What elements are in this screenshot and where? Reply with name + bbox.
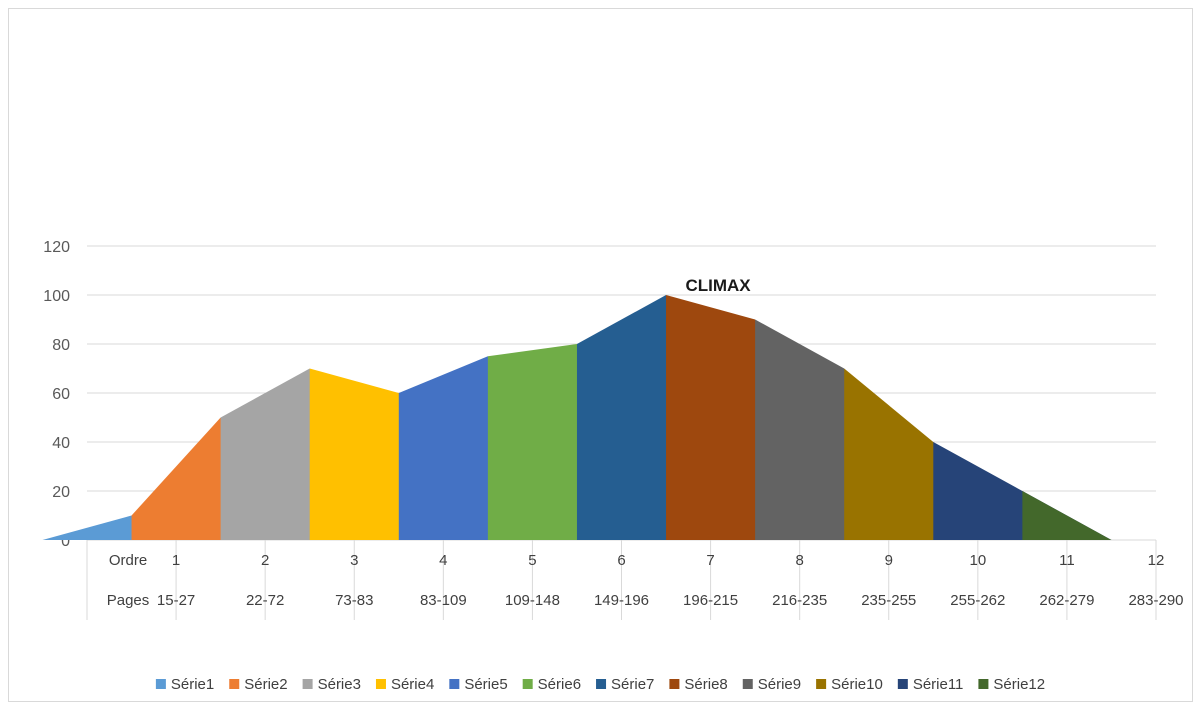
table-cell: 6 <box>617 552 625 569</box>
table-cell: 283-290 <box>1128 592 1183 609</box>
legend-swatch <box>669 679 680 689</box>
table-row-header: Pages <box>107 592 150 609</box>
table-cell: 235-255 <box>861 592 916 609</box>
legend: Série1 Série2 Série3 Série4 Série5 Série6 Séri… <box>155 676 1045 693</box>
table-row-header: Ordre <box>109 552 147 569</box>
y-tick-label: 0 <box>61 533 70 550</box>
y-tick-label: 60 <box>52 386 70 403</box>
table-cell: 12 <box>1148 552 1165 569</box>
legend-label: Série12 <box>993 676 1045 693</box>
table-cell: 9 <box>885 552 893 569</box>
annotations: CLIMAX <box>685 276 751 295</box>
y-tick-label: 80 <box>52 337 70 354</box>
table-cell: 4 <box>439 552 447 569</box>
table-cell: 15-27 <box>157 592 195 609</box>
legend-label: Série3 <box>318 676 361 693</box>
legend-swatch <box>596 679 607 689</box>
legend-swatch <box>229 679 240 689</box>
legend-label: Série2 <box>244 676 287 693</box>
legend-label: Série10 <box>831 676 883 693</box>
legend-swatch <box>522 679 533 689</box>
table-cell: 10 <box>969 552 986 569</box>
legend-label: Série4 <box>391 676 434 693</box>
table-cell: 22-72 <box>246 592 284 609</box>
table-cell: 11 <box>1059 552 1075 569</box>
y-tick-label: 40 <box>52 435 70 452</box>
y-axis: 0 20 40 60 80 100 120 <box>43 239 70 550</box>
legend-label: Série6 <box>538 676 581 693</box>
legend-label: Série7 <box>611 676 654 693</box>
legend-swatch <box>302 679 313 689</box>
table-cell: 8 <box>795 552 803 569</box>
legend-swatch <box>742 679 753 689</box>
table-cell: 7 <box>706 552 714 569</box>
table-cell: 73-83 <box>335 592 373 609</box>
legend-label: Série5 <box>464 676 507 693</box>
legend-label: Série1 <box>171 676 214 693</box>
legend-swatch <box>978 679 989 689</box>
legend-swatch <box>449 679 460 689</box>
table-cell: 262-279 <box>1039 592 1094 609</box>
table-cell: 255-262 <box>950 592 1005 609</box>
legend-swatch <box>375 679 386 689</box>
legend-label: Série9 <box>758 676 801 693</box>
legend-swatch <box>155 679 166 689</box>
series-area <box>1022 491 1201 540</box>
table-cell: 3 <box>350 552 358 569</box>
table-cell: 109-148 <box>505 592 560 609</box>
legend-swatch <box>816 679 827 689</box>
y-tick-label: 120 <box>43 239 70 256</box>
legend-label: Série8 <box>684 676 727 693</box>
legend-label: Série11 <box>913 676 964 693</box>
legend-swatch <box>897 679 908 689</box>
table-cell: 83-109 <box>420 592 467 609</box>
table-cell: 5 <box>528 552 536 569</box>
y-tick-label: 20 <box>52 484 70 501</box>
table-cell: 2 <box>261 552 269 569</box>
table-cell: 216-235 <box>772 592 827 609</box>
series-areas <box>42 295 1201 540</box>
y-tick-label: 100 <box>43 288 70 305</box>
table-cell: 149-196 <box>594 592 649 609</box>
table-cell: 196-215 <box>683 592 738 609</box>
table-cell: 1 <box>172 552 180 569</box>
annotation-label: CLIMAX <box>685 276 751 295</box>
